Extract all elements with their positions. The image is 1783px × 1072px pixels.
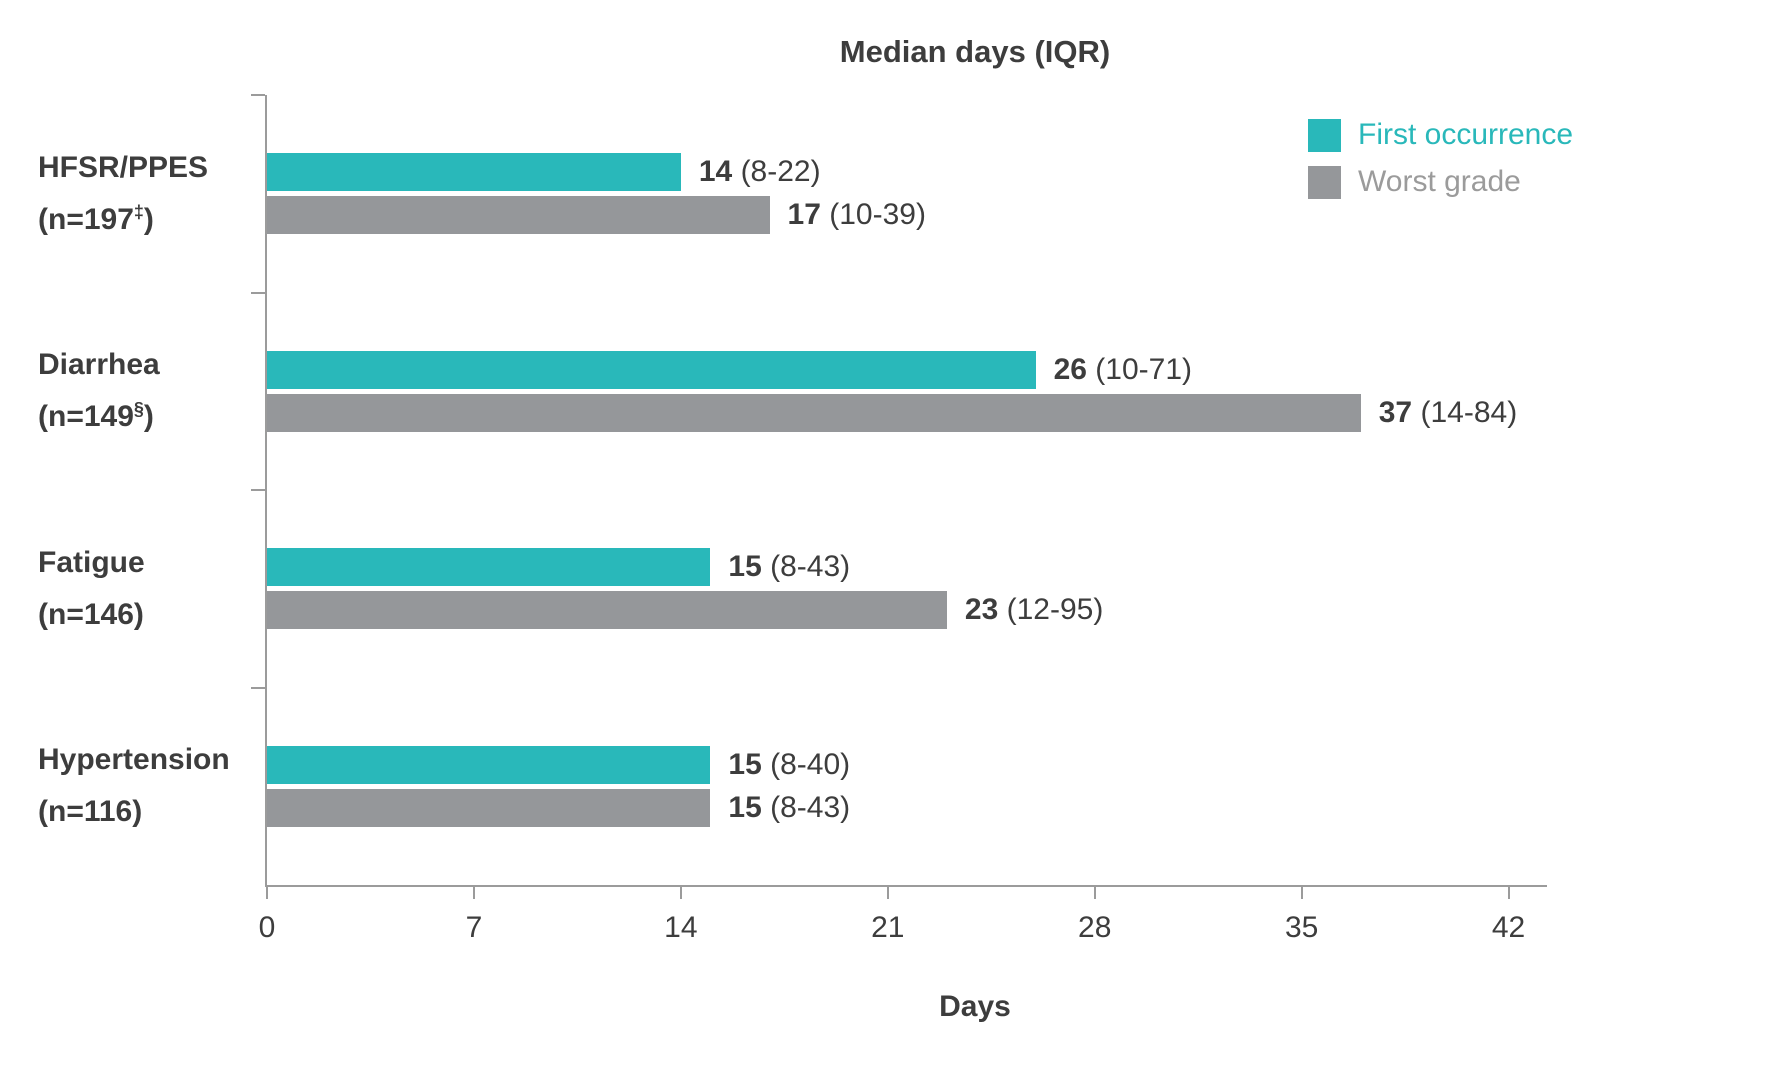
bar-value-label: 15 (8-40)	[728, 747, 851, 781]
x-axis-tick-label: 21	[871, 911, 905, 944]
plot-area: HFSR/PPES (n=197‡) 14 (8-22) 17 (10-39) …	[38, 94, 1547, 944]
category-name: Hypertension	[38, 743, 230, 777]
bar-row: 26 (10-71)	[267, 350, 1547, 389]
category-label-hfsr-ppes: HFSR/PPES (n=197‡)	[38, 146, 250, 242]
category-n: (n=197‡)	[38, 201, 154, 236]
bar-value-label: 23 (12-95)	[964, 593, 1104, 627]
category-group-fatigue: Fatigue (n=146) 15 (8-43) 23 (12-95)	[38, 489, 1547, 688]
category-n: (n=146)	[38, 597, 144, 631]
category-group-hfsr-ppes: HFSR/PPES (n=197‡) 14 (8-22) 17 (10-39)	[38, 94, 1547, 293]
category-label-diarrhea: Diarrhea (n=149§)	[38, 343, 250, 439]
worst-grade-bar	[267, 393, 1361, 432]
x-axis-tick-label: 7	[465, 911, 483, 944]
bar-row: 37 (14-84)	[267, 393, 1547, 432]
x-axis-tick-label: 42	[1491, 911, 1526, 944]
bar-value-label: 15 (8-43)	[728, 550, 851, 584]
y-axis-category-tick	[251, 291, 265, 294]
y-axis-category-tick	[251, 686, 265, 689]
category-n: (n=149§)	[38, 399, 154, 434]
footnote-mark: §	[133, 399, 144, 420]
x-axis-tick	[1507, 887, 1510, 899]
worst-grade-bar	[267, 196, 770, 235]
category-label-fatigue: Fatigue (n=146)	[38, 541, 250, 637]
bar-value-label: 26 (10-71)	[1053, 352, 1193, 386]
first-occurrence-bar	[267, 745, 711, 784]
x-axis-tick-label: 35	[1284, 911, 1319, 944]
chart-title: Median days (IQR)	[839, 34, 1111, 69]
category-group-hypertension: Hypertension (n=116) 15 (8-40) 15 (8-43)	[38, 686, 1547, 886]
category-name: Fatigue	[38, 545, 145, 579]
category-label-hypertension: Hypertension (n=116)	[38, 738, 250, 834]
bar-row: 15 (8-40)	[267, 745, 1547, 784]
category-n: (n=116)	[38, 795, 143, 829]
legend-label-first-occurrence: First occurrence	[1358, 118, 1574, 151]
bar-row: 14 (8-22)	[267, 153, 1547, 192]
x-axis-tick-label: 14	[664, 911, 698, 944]
bar-row: 15 (8-43)	[267, 788, 1547, 827]
footnote-mark: ‡	[133, 201, 144, 222]
first-occurrence-bar	[267, 153, 681, 192]
x-axis-tick	[472, 887, 475, 899]
legend: First occurrence Worst grade	[1308, 118, 1573, 199]
first-occurrence-bar	[267, 350, 1036, 389]
bar-value-label: 15 (8-43)	[728, 790, 851, 824]
first-occurrence-bar	[267, 548, 711, 587]
worst-grade-swatch	[1308, 165, 1341, 199]
first-occurrence-swatch	[1308, 118, 1341, 152]
x-axis-tick-label: 28	[1078, 911, 1112, 944]
legend-label-worst-grade: Worst grade	[1358, 165, 1521, 198]
y-axis-category-tick	[251, 489, 265, 491]
x-axis-tick-label: 0	[258, 911, 276, 944]
x-axis-tick	[1300, 887, 1303, 899]
x-axis-tick	[266, 887, 268, 899]
bar-value-label: 14 (8-22)	[698, 155, 821, 189]
bar-row: 15 (8-43)	[267, 548, 1547, 587]
bar-value-label: 37 (14-84)	[1378, 395, 1518, 429]
category-name: Diarrhea	[38, 348, 160, 382]
legend-item-first-occurrence: First occurrence	[1308, 118, 1573, 152]
category-group-diarrhea: Diarrhea (n=149§) 26 (10-71) 37 (14-84)	[38, 291, 1547, 491]
bar-value-label: 17 (10-39)	[787, 198, 926, 232]
bar-row: 17 (10-39)	[267, 196, 1547, 235]
category-name: HFSR/PPES	[38, 150, 209, 184]
x-axis-tick	[886, 887, 889, 899]
worst-grade-bar	[267, 788, 711, 827]
worst-grade-bar	[267, 591, 947, 630]
x-axis-tick	[679, 887, 682, 899]
bar-row: 23 (12-95)	[267, 591, 1547, 630]
x-axis-tick	[1093, 887, 1096, 899]
y-axis-category-tick	[251, 94, 265, 96]
legend-item-worst-grade: Worst grade	[1308, 165, 1573, 199]
x-axis-title: Days	[939, 990, 1011, 1023]
